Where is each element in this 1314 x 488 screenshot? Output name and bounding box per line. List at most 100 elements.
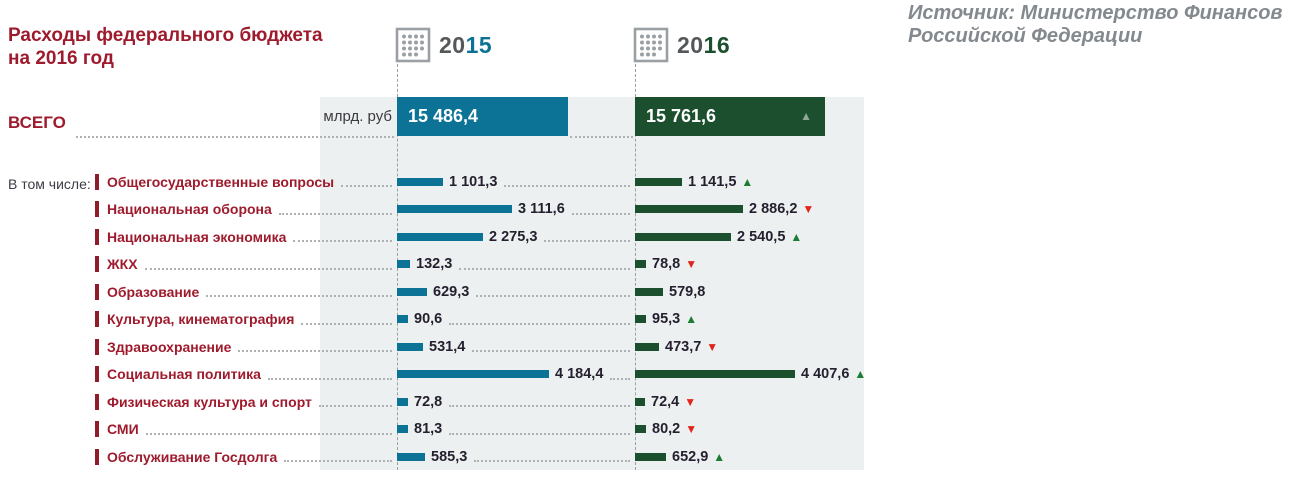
category-rows: Общегосударственные вопросы 1 101,3 1 14… — [0, 168, 880, 471]
page-title-line2: на 2016 год — [8, 48, 114, 69]
dotted-leader — [610, 377, 630, 380]
dotted-leader — [145, 432, 392, 435]
trend-down-icon: ▼ — [685, 422, 698, 437]
table-row: СМИ 81,3 80,2 ▼ — [0, 416, 880, 444]
bar-2015 — [397, 205, 512, 214]
dotted-leader — [449, 322, 630, 325]
total-label: ВСЕГО — [8, 113, 66, 132]
table-row: Национальная экономика 2 275,3 2 540,5 ▲ — [0, 223, 880, 251]
trend-up-icon: ▲ — [741, 174, 754, 189]
row-2015-zone: 585,3 — [397, 449, 635, 465]
table-row: Физическая культура и спорт 72,8 72,4 ▼ — [0, 388, 880, 416]
bar-2016 — [635, 397, 645, 406]
dotted-leader — [318, 405, 392, 408]
bar-2016 — [635, 342, 659, 351]
total-bar-2016: 15 761,6 ▲ — [635, 97, 825, 136]
dotted-leader — [284, 460, 392, 463]
bar-2015 — [397, 287, 427, 296]
value-2016: 2 540,5 — [737, 228, 786, 245]
category-tick-marker — [95, 228, 99, 245]
row-label-zone: СМИ — [0, 421, 397, 438]
category-tick-marker — [95, 311, 99, 328]
source-note: Источник: Министерство Финансов Российск… — [908, 2, 1283, 48]
value-2015: 585,3 — [431, 448, 468, 465]
row-2016-zone: 1 141,5 ▲ — [635, 174, 875, 190]
dotted-leader — [293, 240, 392, 243]
row-label-zone: Общегосударственные вопросы — [0, 173, 397, 190]
trend-up-icon: ▲ — [713, 449, 726, 464]
total-bar-2015: 15 486,4 — [397, 97, 568, 136]
trend-up-icon: ▲ — [854, 367, 867, 382]
dotted-leader — [278, 212, 392, 215]
dotted-leader — [449, 432, 630, 435]
row-2016-zone: 72,4 ▼ — [635, 394, 875, 410]
total-value-2016: 15 761,6 — [646, 106, 717, 126]
bar-2016 — [635, 425, 646, 434]
category-label: Общегосударственные вопросы — [107, 173, 335, 190]
value-2016: 473,7 — [665, 338, 702, 355]
category-tick-marker — [95, 201, 99, 218]
value-2015: 90,6 — [414, 311, 443, 328]
column-header-2016: 2016 — [633, 27, 730, 63]
table-row: Общегосударственные вопросы 1 101,3 1 14… — [0, 168, 880, 196]
trend-down-icon: ▼ — [802, 202, 815, 217]
page-title: Расходы федерального бюджета на 2016 год — [8, 26, 323, 68]
value-2015: 3 111,6 — [518, 201, 565, 218]
value-2015: 531,4 — [429, 338, 466, 355]
value-2016: 1 141,5 — [688, 173, 737, 190]
row-label-zone: Физическая культура и спорт — [0, 393, 397, 410]
source-note-line1: Источник: Министерство Финансов — [908, 2, 1283, 24]
row-label-zone: Социальная политика — [0, 366, 397, 383]
total-leader-line — [76, 136, 394, 138]
dotted-leader — [144, 267, 392, 270]
year-2015-prefix: 20 — [439, 31, 466, 58]
row-2015-zone: 629,3 — [397, 284, 635, 300]
value-2016: 80,2 — [652, 421, 681, 438]
category-tick-marker — [95, 448, 99, 465]
year-2016-suffix: 16 — [703, 31, 731, 58]
dotted-leader — [449, 405, 630, 408]
breakdown-label: В том числе: — [8, 176, 91, 192]
row-2016-zone: 4 407,6 ▲ — [635, 366, 875, 382]
category-label: Обслуживание Госдолга — [107, 448, 278, 465]
table-row: ЖКХ 132,3 78,8 ▼ — [0, 251, 880, 279]
calendar-grid-icon — [395, 27, 431, 63]
row-2015-zone: 4 184,4 — [397, 366, 635, 382]
category-tick-marker — [95, 393, 99, 410]
category-label: СМИ — [107, 421, 139, 438]
year-2015-suffix: 15 — [465, 31, 493, 58]
dotted-leader — [341, 185, 392, 188]
total-leader-line — [570, 136, 633, 138]
value-2015: 81,3 — [414, 421, 443, 438]
trend-up-icon: ▲ — [685, 312, 698, 327]
dotted-leader — [472, 350, 630, 353]
bar-2015 — [397, 370, 549, 379]
category-tick-marker — [95, 256, 99, 273]
bar-2015 — [397, 315, 408, 324]
trend-up-icon: ▲ — [800, 109, 812, 123]
value-2016: 4 407,6 — [801, 366, 850, 383]
row-label-zone: Культура, кинематография — [0, 311, 397, 328]
value-2015: 629,3 — [433, 283, 470, 300]
category-label: Физическая культура и спорт — [107, 393, 312, 410]
value-2015: 4 184,4 — [555, 366, 604, 383]
row-2015-zone: 3 111,6 — [397, 201, 635, 217]
row-2016-zone: 2 886,2 ▼ — [635, 201, 875, 217]
value-2015: 132,3 — [416, 256, 453, 273]
dotted-leader — [238, 350, 392, 353]
dotted-leader — [267, 377, 392, 380]
bar-2016 — [635, 205, 743, 214]
bar-2015 — [397, 232, 483, 241]
dotted-leader — [459, 267, 630, 270]
row-label-zone: Национальная оборона — [0, 201, 397, 218]
bar-2016 — [635, 177, 682, 186]
row-2015-zone: 81,3 — [397, 421, 635, 437]
category-label: Национальная оборона — [107, 201, 272, 218]
row-2015-zone: 531,4 — [397, 339, 635, 355]
dotted-leader — [474, 460, 630, 463]
category-tick-marker — [95, 366, 99, 383]
category-tick-marker — [95, 173, 99, 190]
category-label: Образование — [107, 283, 200, 300]
row-label-zone: ЖКХ — [0, 256, 397, 273]
row-label-zone: Обслуживание Госдолга — [0, 448, 397, 465]
